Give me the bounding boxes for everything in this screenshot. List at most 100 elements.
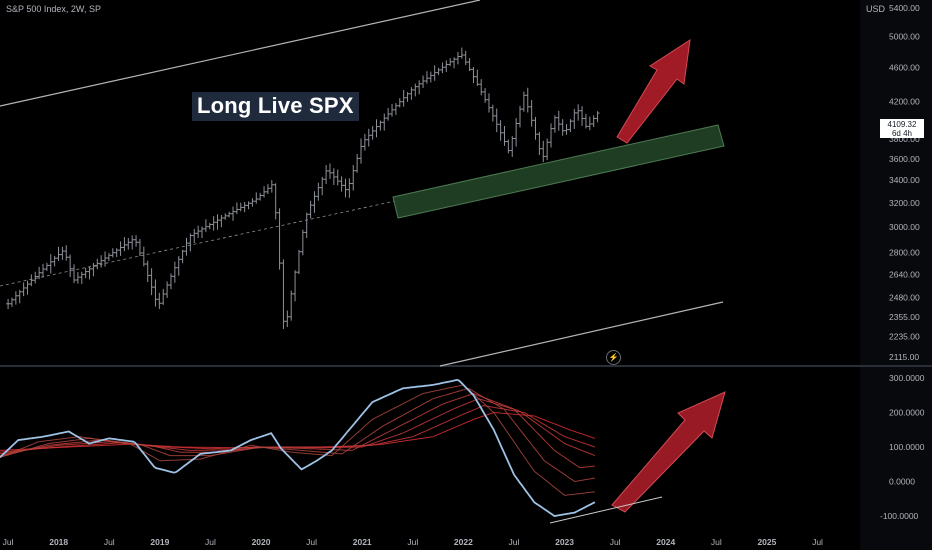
candle bbox=[246, 201, 251, 210]
price-tick-label: 3200.00 bbox=[889, 198, 920, 208]
candle bbox=[580, 106, 585, 126]
price-tick-label: 5000.00 bbox=[889, 32, 920, 42]
candle bbox=[95, 258, 100, 270]
candle bbox=[432, 65, 437, 81]
price-tick-label: 4200.00 bbox=[889, 97, 920, 107]
candle bbox=[56, 246, 61, 261]
candle bbox=[118, 241, 123, 256]
candle bbox=[452, 57, 457, 69]
candle bbox=[180, 249, 185, 264]
price-tick-label: 2640.00 bbox=[889, 269, 920, 279]
candle bbox=[386, 108, 391, 121]
oscillator-tick-label: 300.0000 bbox=[889, 373, 925, 383]
time-tick-label: 2023 bbox=[555, 537, 574, 547]
price-axis-ticks: 5400.00 5000.00 4600.00 4200.00 3800.00 3600.… bbox=[889, 3, 920, 362]
candle bbox=[103, 251, 108, 267]
candle bbox=[75, 272, 80, 284]
price-tick-label: 2235.00 bbox=[889, 331, 920, 341]
candle bbox=[17, 289, 22, 304]
time-tick-label: Jul bbox=[3, 537, 14, 547]
candle bbox=[99, 255, 104, 268]
candle bbox=[234, 202, 239, 215]
time-tick-label: Jul bbox=[205, 537, 216, 547]
price-tick-label: 2355.00 bbox=[889, 312, 920, 322]
annotation-label[interactable]: Long Live SPX bbox=[192, 92, 359, 121]
candle bbox=[459, 47, 464, 59]
candle bbox=[455, 51, 460, 65]
dashed-trend-line bbox=[0, 199, 401, 287]
candle bbox=[320, 176, 325, 196]
candle bbox=[161, 288, 166, 305]
candle bbox=[238, 202, 243, 212]
candle bbox=[533, 116, 538, 140]
candle bbox=[502, 125, 507, 146]
candle bbox=[285, 310, 290, 328]
candle bbox=[351, 165, 356, 191]
candle bbox=[269, 180, 274, 193]
candle bbox=[486, 93, 491, 113]
candle bbox=[347, 178, 352, 198]
last-price-value: 4109.32 bbox=[887, 120, 917, 129]
candle bbox=[537, 131, 542, 156]
candle bbox=[87, 266, 92, 280]
candle bbox=[390, 103, 395, 117]
candle bbox=[393, 102, 398, 115]
interval-label[interactable]: 2W bbox=[66, 4, 84, 14]
time-tick-label: Jul bbox=[407, 537, 418, 547]
exchange-label: SP bbox=[84, 4, 101, 14]
candle bbox=[134, 235, 139, 247]
time-tick-label: Jul bbox=[610, 537, 621, 547]
candle bbox=[262, 186, 267, 198]
candle bbox=[370, 126, 375, 140]
candle bbox=[541, 140, 546, 163]
candle bbox=[9, 297, 14, 307]
oscillator-tick-label: 100.0000 bbox=[889, 442, 925, 452]
candle bbox=[355, 153, 360, 173]
price-tick-label: 3800.00 bbox=[889, 134, 920, 144]
candle bbox=[141, 246, 146, 267]
candle bbox=[215, 214, 220, 230]
upper-arrow-icon bbox=[616, 38, 691, 144]
candle bbox=[572, 108, 577, 129]
candle bbox=[300, 229, 305, 256]
candle bbox=[250, 198, 255, 207]
symbol-name[interactable]: S&P 500 Index bbox=[6, 4, 66, 14]
candle bbox=[374, 119, 379, 138]
candle bbox=[327, 163, 332, 179]
time-tick-label: Jul bbox=[711, 537, 722, 547]
candle bbox=[506, 139, 511, 154]
candle bbox=[223, 213, 228, 220]
time-tick-label: 2020 bbox=[252, 537, 271, 547]
candle bbox=[91, 263, 96, 277]
price-tick-label: 2800.00 bbox=[889, 248, 920, 258]
candle bbox=[514, 118, 519, 147]
time-tick-label: Jul bbox=[812, 537, 823, 547]
candle bbox=[397, 98, 402, 108]
candle bbox=[552, 115, 557, 133]
time-tick-label: 2019 bbox=[150, 537, 169, 547]
candle bbox=[145, 260, 150, 283]
candle bbox=[521, 91, 526, 112]
lightning-icon[interactable]: ⚡ bbox=[606, 350, 621, 365]
oscillator-axis-ticks: 300.0000 200.0000 100.0000 0.0000 -100.0000 bbox=[880, 373, 925, 521]
candle bbox=[564, 124, 569, 135]
candle bbox=[335, 169, 340, 186]
candle bbox=[258, 192, 263, 201]
candle bbox=[304, 212, 309, 238]
candle bbox=[405, 92, 410, 102]
candle bbox=[421, 75, 426, 88]
candle bbox=[172, 261, 177, 283]
support-zone bbox=[392, 124, 725, 219]
candle bbox=[289, 290, 294, 321]
price-tick-label: 3400.00 bbox=[889, 175, 920, 185]
currency-label[interactable]: USD bbox=[866, 4, 886, 14]
candle bbox=[165, 281, 170, 298]
candle bbox=[114, 248, 119, 257]
candle bbox=[463, 50, 468, 66]
candle bbox=[273, 183, 278, 220]
time-axis-ticks: Jul 2018 Jul 2019 Jul 2020 Jul 2021 Jul 2022 Jul 20… bbox=[3, 537, 823, 547]
oscillator-tick-label: 0.0000 bbox=[889, 477, 915, 487]
candle bbox=[122, 237, 127, 252]
